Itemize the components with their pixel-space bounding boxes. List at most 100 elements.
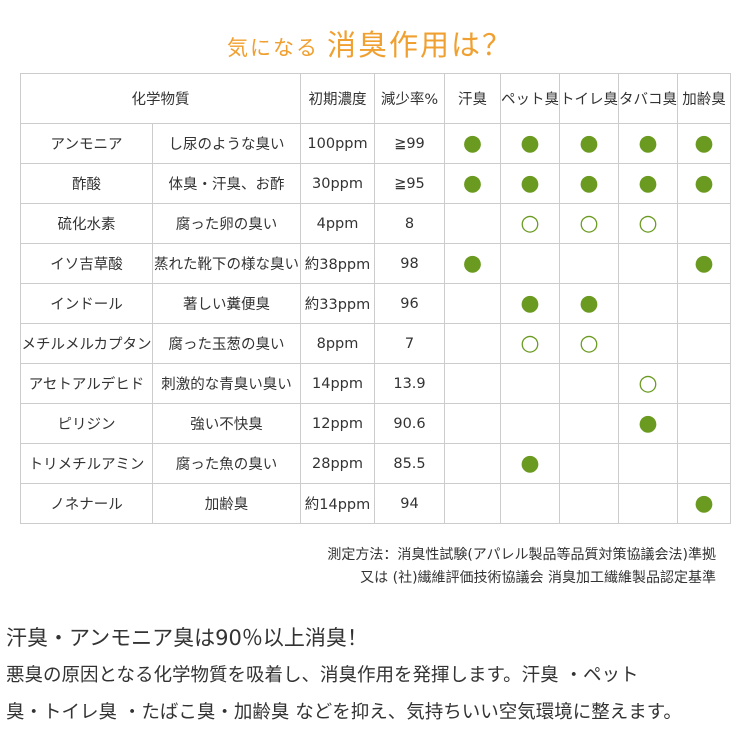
table-cell: 100ppm	[300, 123, 375, 164]
table-cell: 硫化水素	[20, 203, 153, 244]
effect-mark: ●	[559, 123, 619, 164]
effect-mark: ●	[618, 123, 678, 164]
effect-mark: ●	[500, 443, 560, 484]
effect-mark: ●	[444, 243, 501, 284]
table-cell: 腐った玉葱の臭い	[152, 323, 301, 364]
effect-mark	[618, 483, 678, 524]
table-cell: 強い不快臭	[152, 403, 301, 444]
table-row: アンモニア し尿のような臭い 100ppm ≧99 ● ● ● ● ●	[20, 123, 731, 164]
table-row: 酢酸 体臭・汗臭、お酢 30ppm ≧95 ● ● ● ● ●	[20, 163, 731, 204]
table-cell: イソ吉草酸	[20, 243, 153, 284]
effect-mark: ●	[500, 163, 560, 204]
effect-mark: ●	[677, 123, 731, 164]
effect-mark: ●	[500, 123, 560, 164]
effect-mark	[677, 443, 731, 484]
effect-mark	[677, 283, 731, 324]
table-cell: トリメチルアミン	[20, 443, 153, 484]
effect-mark	[677, 323, 731, 364]
effect-mark: ○	[500, 323, 560, 364]
table-cell: 刺激的な青臭い臭い	[152, 363, 301, 404]
effect-mark	[444, 403, 501, 444]
table-cell: 約33ppm	[300, 283, 375, 324]
effect-mark	[559, 403, 619, 444]
effect-mark	[500, 363, 560, 404]
table-cell: 著しい糞便臭	[152, 283, 301, 324]
table-cell: 8ppm	[300, 323, 375, 364]
table-cell: 94	[374, 483, 445, 524]
table-cell: 腐った卵の臭い	[152, 203, 301, 244]
effect-mark	[500, 403, 560, 444]
table-cell: 蒸れた靴下の様な臭い	[152, 243, 301, 284]
header-cell: タバコ臭	[618, 73, 678, 124]
table-cell: 85.5	[374, 443, 445, 484]
table-cell: ピリジン	[20, 403, 153, 444]
table-cell: 7	[374, 323, 445, 364]
table-row: ノネナール 加齢臭 約14ppm 94 ●	[20, 483, 731, 524]
effect-mark	[444, 323, 501, 364]
effect-mark	[444, 483, 501, 524]
effect-mark: ●	[444, 163, 501, 204]
effect-mark	[444, 283, 501, 324]
table-cell: 加齢臭	[152, 483, 301, 524]
effect-mark: ●	[677, 243, 731, 284]
table-row: メチルメルカプタン 腐った玉葱の臭い 8ppm 7 ○ ○	[20, 323, 731, 364]
paragraph-line: 悪臭の原因となる化学物質を吸着し、消臭作用を発揮します。汗臭 ・ペット	[6, 665, 639, 686]
table-cell: 約14ppm	[300, 483, 375, 524]
header-cell: 初期濃度	[300, 73, 375, 124]
odor-table: 化学物質 初期濃度 減少率% 汗臭 ペット臭 トイレ臭 タバコ臭 加齢臭 アンモニア し尿のような…	[20, 73, 731, 524]
note: 測定方法：消臭性試験(アパレル製品等品質対策協議会法)準拠	[327, 547, 716, 563]
table-cell: し尿のような臭い	[152, 123, 301, 164]
title-lead: 気になる	[226, 36, 319, 60]
table-cell: 30ppm	[300, 163, 375, 204]
table-cell: 腐った魚の臭い	[152, 443, 301, 484]
header-cell: 減少率%	[374, 73, 445, 124]
table-cell: ≧95	[374, 163, 445, 204]
table-row: アセトアルデヒド 刺激的な青臭い臭い 14ppm 13.9 ○	[20, 363, 731, 404]
table-cell: 90.6	[374, 403, 445, 444]
table-row: イソ吉草酸 蒸れた靴下の様な臭い 約38ppm 98 ● ●	[20, 243, 731, 284]
table-row: 化学物質 初期濃度 減少率% 汗臭 ペット臭 トイレ臭 タバコ臭 加齢臭	[20, 73, 731, 124]
table-cell: 14ppm	[300, 363, 375, 404]
table-cell: 12ppm	[300, 403, 375, 444]
effect-mark: ○	[559, 323, 619, 364]
note: 又は (社)繊維評価技術協議会 消臭加工繊維製品認定基準	[360, 570, 716, 586]
table-row: 硫化水素 腐った卵の臭い 4ppm 8 ○ ○ ○	[20, 203, 731, 244]
effect-mark	[559, 483, 619, 524]
table-cell: 8	[374, 203, 445, 244]
effect-mark: ●	[618, 403, 678, 444]
table-row: ピリジン 強い不快臭 12ppm 90.6 ●	[20, 403, 731, 444]
effect-mark	[618, 443, 678, 484]
table-row: インドール 著しい糞便臭 約33ppm 96 ● ●	[20, 283, 731, 324]
table-cell: メチルメルカプタン	[20, 323, 153, 364]
effect-mark	[444, 203, 501, 244]
table-cell: 約38ppm	[300, 243, 375, 284]
title-main: 消臭作用は？	[326, 28, 513, 62]
table-cell: アンモニア	[20, 123, 153, 164]
table-cell: 13.9	[374, 363, 445, 404]
effect-mark	[500, 483, 560, 524]
effect-mark: ●	[559, 163, 619, 204]
effect-mark: ●	[559, 283, 619, 324]
header-cell: 化学物質	[20, 73, 301, 124]
table-cell: 4ppm	[300, 203, 375, 244]
effect-mark	[677, 363, 731, 404]
effect-mark	[500, 243, 560, 284]
effect-mark: ●	[618, 163, 678, 204]
header-cell: 汗臭	[444, 73, 501, 124]
table-cell: ノネナール	[20, 483, 153, 524]
effect-mark	[559, 443, 619, 484]
title: 気になる 消臭作用は？	[0, 22, 740, 64]
effect-mark: ●	[677, 483, 731, 524]
effect-mark: ●	[500, 283, 560, 324]
header-cell: ペット臭	[500, 73, 560, 124]
table-cell: 98	[374, 243, 445, 284]
effect-mark	[618, 243, 678, 284]
effect-mark	[618, 323, 678, 364]
table-cell: アセトアルデヒド	[20, 363, 153, 404]
effect-mark	[444, 363, 501, 404]
paragraph-line: 臭・トイレ臭 ・たばこ臭・加齢臭 などを抑え、気持ちいい空気環境に整えます。	[6, 702, 682, 723]
effect-mark: ○	[618, 203, 678, 244]
header-cell: 加齢臭	[677, 73, 731, 124]
effect-mark	[559, 243, 619, 284]
